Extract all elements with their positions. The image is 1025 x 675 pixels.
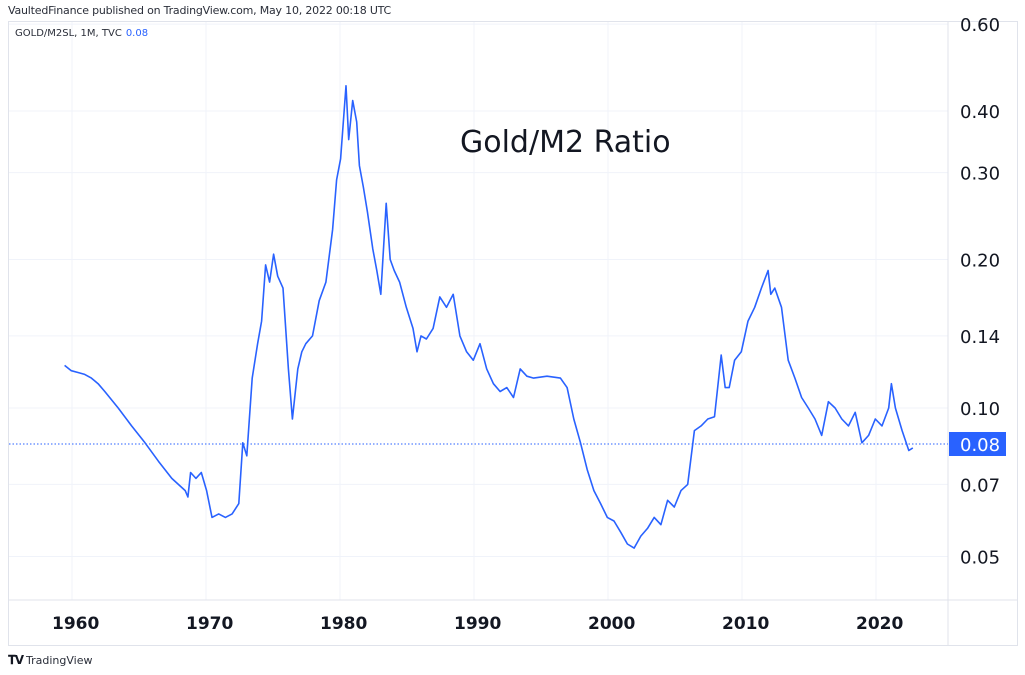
footer-brand[interactable]: 𝐓V TradingView	[8, 653, 92, 668]
symbol-legend[interactable]: GOLD/M2SL, 1M, TVC 0.08	[15, 28, 148, 39]
grid-lines	[9, 22, 948, 600]
time-axis-label: 1970	[186, 614, 233, 634]
time-axis-label: 2010	[722, 614, 769, 634]
tradingview-logo-icon: 𝐓V	[8, 653, 24, 667]
price-axis-label: 0.05	[960, 548, 1000, 569]
price-axis-label: 0.30	[960, 164, 1000, 185]
price-axis-label: 0.40	[960, 102, 1000, 123]
time-axis-label: 1960	[52, 614, 99, 634]
gold-m2-line-series	[64, 85, 914, 549]
symbol-name: GOLD/M2SL, 1M, TVC	[15, 28, 122, 39]
chart-frame	[8, 21, 1018, 646]
price-axis[interactable]: 0.60 0.40 0.30 0.20 0.14 0.10 0.07 0.05	[960, 15, 1000, 568]
time-axis-label: 1990	[454, 614, 501, 634]
time-axis-label: 2000	[588, 614, 635, 634]
symbol-last-value: 0.08	[125, 28, 149, 39]
time-axis[interactable]: 1960 1970 1980 1990 2000 2010 2020	[52, 614, 903, 634]
time-axis-label: 1980	[320, 614, 367, 634]
chart-title: Gold/M2 Ratio	[460, 125, 671, 160]
last-price-badge: 0.08	[949, 432, 1006, 456]
price-axis-label: 0.14	[960, 327, 1000, 348]
last-price-badge-label: 0.08	[960, 435, 1000, 456]
price-axis-label: 0.07	[960, 475, 1000, 496]
price-axis-label: 0.10	[960, 399, 1000, 420]
time-axis-label: 2020	[856, 614, 903, 634]
price-axis-label: 0.20	[960, 251, 1000, 272]
publish-attribution: VaultedFinance published on TradingView.…	[8, 4, 392, 17]
footer-brand-label: TradingView	[26, 654, 93, 667]
price-axis-label: 0.60	[960, 15, 1000, 36]
